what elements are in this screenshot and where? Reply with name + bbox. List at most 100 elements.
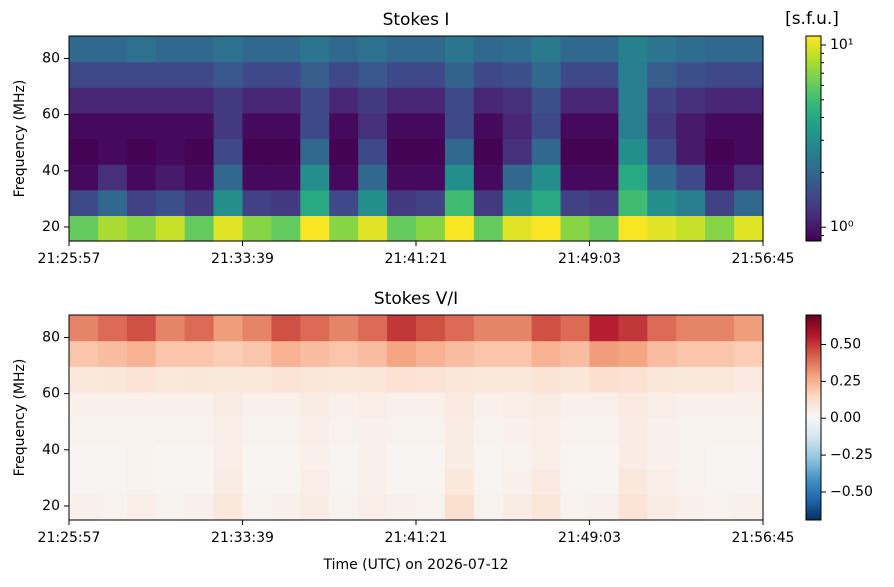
heatmap-cell bbox=[184, 315, 215, 342]
heatmap-cell bbox=[271, 443, 301, 470]
heatmap-cell bbox=[502, 112, 533, 140]
heatmap-cell bbox=[329, 340, 359, 367]
heatmap-cell bbox=[647, 340, 677, 367]
heatmap-cell bbox=[329, 215, 359, 242]
heatmap-cell bbox=[329, 494, 359, 521]
heatmap-cell bbox=[589, 340, 620, 367]
heatmap-cell bbox=[676, 315, 706, 342]
heatmap-cell bbox=[387, 315, 417, 342]
heatmap-cell bbox=[358, 443, 388, 470]
heatmap-cell bbox=[618, 417, 648, 444]
heatmap-cell bbox=[473, 112, 504, 140]
heatmap-cell bbox=[242, 417, 273, 444]
heatmap-cell bbox=[242, 443, 273, 470]
heatmap-cell bbox=[502, 36, 533, 63]
x-tick-label: 21:49:03 bbox=[558, 251, 621, 267]
heatmap-cell bbox=[705, 443, 735, 470]
heatmap-cell bbox=[560, 36, 591, 63]
heatmap-cell bbox=[184, 189, 215, 216]
heatmap-cell bbox=[734, 138, 764, 165]
heatmap-cell bbox=[734, 315, 764, 342]
heatmap-cell bbox=[242, 494, 273, 521]
chart-title: Stokes I bbox=[383, 10, 450, 30]
heatmap-cell bbox=[184, 443, 215, 470]
heatmap-cell bbox=[213, 164, 244, 191]
heatmap-cell bbox=[531, 468, 562, 495]
heatmap-cell bbox=[589, 189, 620, 216]
heatmap-cell bbox=[676, 366, 706, 393]
heatmap-cell bbox=[242, 315, 273, 342]
heatmap-cell bbox=[97, 366, 128, 393]
heatmap-cell bbox=[560, 315, 591, 342]
heatmap-cell bbox=[387, 468, 417, 495]
heatmap-cell bbox=[329, 391, 359, 419]
y-tick-label: 60 bbox=[42, 386, 60, 402]
heatmap-cell bbox=[589, 36, 620, 63]
heatmap-cell bbox=[560, 468, 591, 495]
heatmap-cell bbox=[676, 87, 706, 114]
heatmap-cell bbox=[300, 36, 330, 63]
heatmap-cell bbox=[242, 164, 273, 191]
heatmap-cell bbox=[473, 340, 504, 367]
colorbar-tick-label: 0.25 bbox=[830, 373, 861, 389]
heatmap-cell bbox=[473, 189, 504, 216]
heatmap-cell bbox=[271, 61, 301, 88]
heatmap-cell bbox=[155, 189, 186, 216]
heatmap-cell bbox=[473, 417, 504, 444]
heatmap-cell bbox=[676, 417, 706, 444]
heatmap-cell bbox=[589, 315, 620, 342]
heatmap-cell bbox=[444, 112, 475, 140]
heatmap-cell bbox=[705, 164, 735, 191]
heatmap-cell bbox=[444, 215, 475, 242]
heatmap-cell bbox=[618, 189, 648, 216]
heatmap-cell bbox=[560, 189, 591, 216]
heatmap-cell bbox=[531, 443, 562, 470]
heatmap-cell bbox=[97, 36, 128, 63]
heatmap-cell bbox=[589, 391, 620, 419]
heatmap-cell bbox=[329, 36, 359, 63]
x-tick-label: 21:56:45 bbox=[732, 530, 795, 546]
heatmap-cell bbox=[97, 417, 128, 444]
heatmap-cell bbox=[358, 494, 388, 521]
x-tick-label: 21:33:39 bbox=[211, 530, 274, 546]
heatmap-cell bbox=[242, 189, 273, 216]
heatmap-cell bbox=[502, 138, 533, 165]
colorbar-tick-label: 0.50 bbox=[830, 336, 861, 352]
heatmap-cell bbox=[473, 164, 504, 191]
heatmap-cell bbox=[416, 315, 446, 342]
heatmap-cell bbox=[271, 468, 301, 495]
heatmap-cell bbox=[213, 315, 244, 342]
heatmap-cell bbox=[213, 138, 244, 165]
heatmap-cell bbox=[184, 112, 215, 140]
heatmap-cell bbox=[473, 61, 504, 88]
heatmap-cell bbox=[155, 87, 186, 114]
heatmap-cell bbox=[676, 61, 706, 88]
x-tick-label: 21:49:03 bbox=[558, 530, 621, 546]
heatmap-cell bbox=[213, 189, 244, 216]
heatmap-cell bbox=[358, 61, 388, 88]
heatmap-cell bbox=[213, 366, 244, 393]
heatmap-cell bbox=[531, 138, 562, 165]
colorbar-tick-label: 10¹ bbox=[830, 37, 853, 53]
heatmap-cell bbox=[444, 87, 475, 114]
heatmap-cell bbox=[358, 36, 388, 63]
heatmap-cell bbox=[531, 315, 562, 342]
heatmap-cell bbox=[69, 366, 99, 393]
heatmap-cell bbox=[502, 315, 533, 342]
heatmap-cell bbox=[271, 36, 301, 63]
heatmap-cell bbox=[184, 138, 215, 165]
heatmap-cell bbox=[300, 112, 330, 140]
heatmap-cell bbox=[242, 468, 273, 495]
heatmap-cell bbox=[358, 138, 388, 165]
heatmap-cell bbox=[647, 61, 677, 88]
heatmap-cell bbox=[126, 189, 157, 216]
heatmap-cell bbox=[271, 215, 301, 242]
heatmap-cell bbox=[271, 340, 301, 367]
colorbar bbox=[805, 35, 822, 242]
heatmap-cell bbox=[502, 494, 533, 521]
heatmap-cell bbox=[647, 215, 677, 242]
heatmap-cell bbox=[444, 391, 475, 419]
heatmap-cell bbox=[242, 138, 273, 165]
heatmap-cell bbox=[69, 215, 99, 242]
